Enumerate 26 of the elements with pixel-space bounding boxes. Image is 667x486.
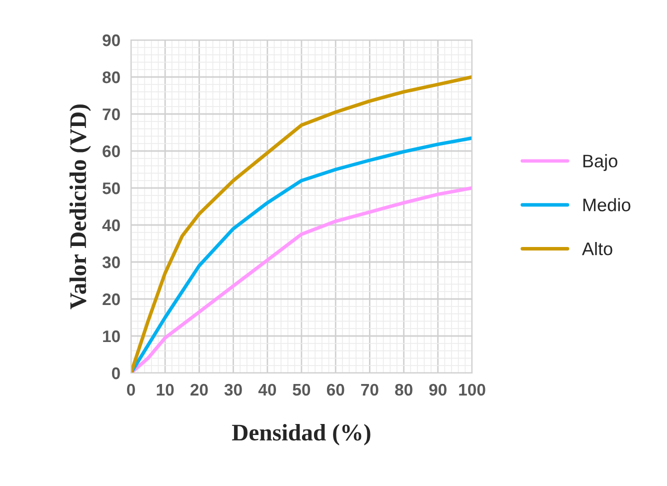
y-tick-label: 0 — [112, 367, 120, 380]
y-tick-label: 50 — [102, 182, 120, 194]
x-tick-label: 70 — [361, 384, 378, 396]
y-tick-label: 70 — [102, 108, 120, 120]
x-tick-label: 20 — [190, 384, 208, 396]
y-tick-label: 40 — [102, 219, 120, 232]
x-tick-label: 50 — [292, 384, 310, 396]
y-tick-label: 60 — [102, 145, 120, 158]
x-tick-label: 90 — [429, 384, 446, 396]
y-axis-title: Valor Dedicido (VD) — [70, 104, 91, 310]
legend-label: Medio — [583, 198, 630, 212]
y-tick-label: 90 — [102, 34, 120, 46]
y-tick-label: 20 — [102, 293, 120, 306]
x-tick-label: 80 — [395, 384, 412, 396]
legend-label: Bajo — [583, 154, 618, 171]
legend-label: Alto — [582, 242, 612, 256]
x-tick-label: 10 — [156, 384, 174, 396]
x-tick-label: 40 — [258, 384, 276, 396]
x-axis-title: Densidad (%) — [232, 424, 370, 446]
x-tick-label: 30 — [224, 384, 242, 396]
y-tick-label: 10 — [103, 330, 120, 342]
x-tick-label: 0 — [127, 384, 135, 396]
y-tick-label: 80 — [102, 71, 120, 84]
y-tick-label: 30 — [102, 256, 120, 268]
x-tick-label: 60 — [326, 384, 344, 396]
x-tick-label: 100 — [459, 384, 486, 396]
